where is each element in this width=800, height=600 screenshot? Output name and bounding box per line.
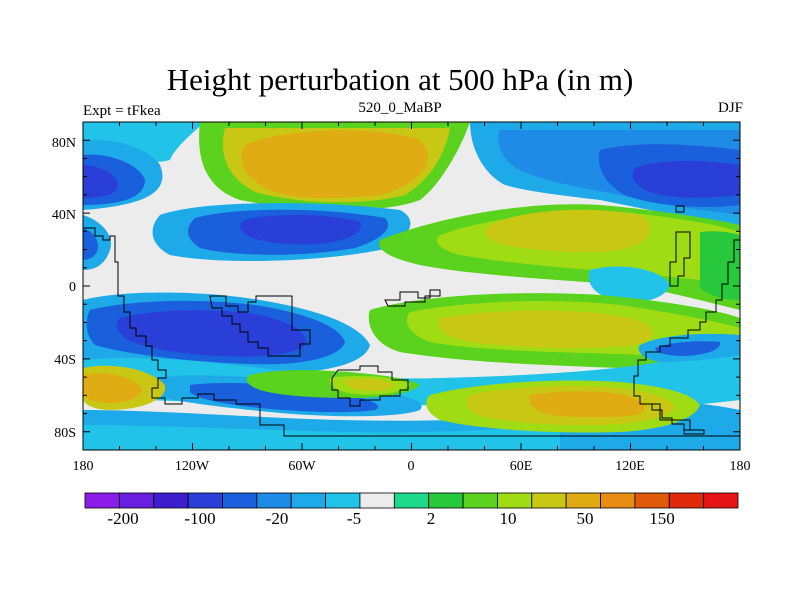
colorbar-swatch	[256, 492, 292, 509]
latitude-ticks	[83, 139, 740, 433]
lon-label-180e: 180	[730, 459, 751, 474]
lat-label-0: 0	[69, 280, 76, 295]
colorbar-label-10: 10	[500, 509, 517, 528]
coastlines	[83, 205, 740, 437]
colorbar-swatch	[153, 492, 189, 509]
figure-title: Height perturbation at 500 hPa (in m)	[166, 62, 634, 97]
colorbar-label-neg20: -20	[266, 509, 289, 528]
colorbar-label-neg5: -5	[347, 509, 361, 528]
colorbar-swatch	[668, 492, 705, 509]
lon-label-120w: 120W	[175, 459, 210, 474]
lon-label-180w: 180	[73, 459, 94, 474]
lon-label-0: 0	[408, 459, 415, 474]
colorbar-swatch	[428, 492, 464, 509]
season-label: DJF	[717, 100, 743, 116]
colorbar-label-neg100: -100	[184, 509, 215, 528]
colorbar-labels: -200 -100 -20 -5 2 10 50 150	[107, 509, 674, 528]
colorbar-swatch	[703, 492, 739, 509]
colorbar-swatch	[462, 492, 498, 509]
colorbar-swatch	[497, 492, 533, 509]
colorbar-swatch	[290, 492, 326, 509]
colorbar-label-50: 50	[577, 509, 594, 528]
experiment-label: Expt = tFkea	[83, 103, 161, 119]
colorbar-swatch	[118, 492, 155, 509]
colorbar-swatch	[565, 492, 601, 509]
colorbar-swatch	[325, 492, 361, 509]
colorbar-swatch	[222, 492, 258, 509]
colorbar-swatch	[359, 492, 395, 509]
lon-label-60w: 60W	[288, 459, 316, 474]
lat-label-80s: 80S	[54, 426, 76, 441]
lon-label-120e: 120E	[615, 459, 645, 474]
colorbar-swatch	[634, 492, 670, 509]
run-label: 520_0_MaBP	[358, 100, 442, 116]
latitude-axis-labels: 80N 40N 0 40S 80S	[52, 136, 76, 441]
colorbar-label-150: 150	[649, 509, 675, 528]
lon-label-60e: 60E	[510, 459, 533, 474]
height-field	[83, 122, 740, 450]
colorbar-label-2: 2	[427, 509, 436, 528]
colorbar-swatch	[187, 492, 223, 509]
colorbar-swatch	[600, 492, 636, 509]
colorbar-label-neg200: -200	[107, 509, 138, 528]
longitude-ticks	[82, 122, 741, 450]
colorbar	[84, 492, 739, 509]
lat-label-80n: 80N	[52, 136, 76, 151]
longitude-axis-labels: 180 120W 60W 0 60E 120E 180	[73, 459, 751, 474]
colorbar-swatch	[393, 492, 430, 509]
colorbar-swatch	[531, 492, 567, 509]
colorbar-swatch	[84, 492, 120, 509]
lat-label-40n: 40N	[52, 208, 76, 223]
lat-label-40s: 40S	[54, 353, 76, 368]
